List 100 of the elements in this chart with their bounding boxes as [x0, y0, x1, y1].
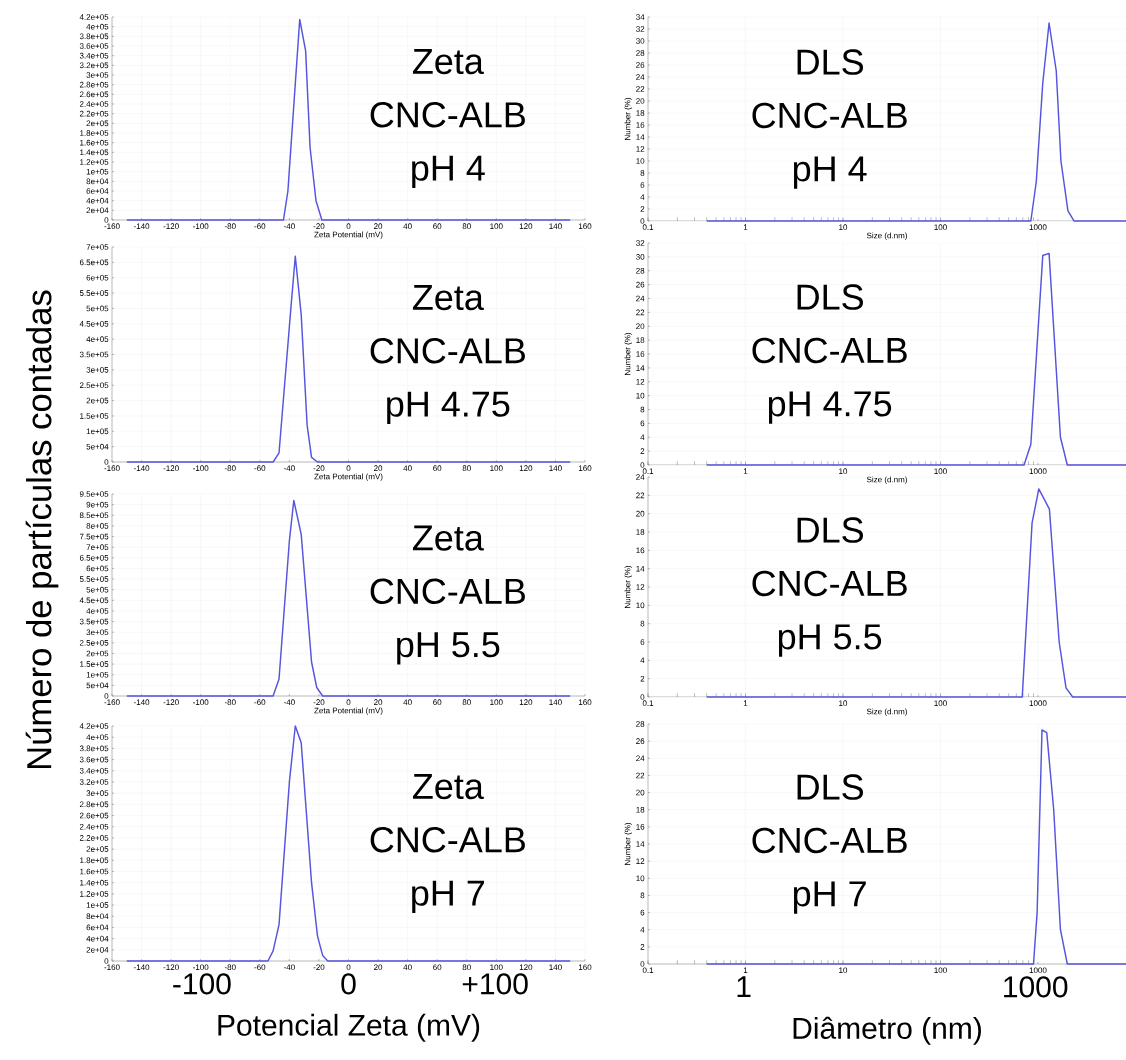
- x-tick-label: -80: [224, 964, 236, 971]
- y-tick-label: 6e+04: [86, 924, 109, 931]
- y-tick-label: 24: [636, 474, 645, 480]
- x-tick-label: -40: [283, 223, 295, 230]
- y-tick-label: 32: [636, 240, 645, 246]
- x-tick-label: 0: [346, 465, 351, 472]
- annotation: CNC-ALB: [752, 570, 907, 597]
- y-tick-label: 2.6e+05: [79, 91, 109, 98]
- y-tick-label: 4.5e+05: [79, 597, 109, 604]
- y-tick-label: 8: [640, 892, 645, 899]
- y-tick-label: 6e+05: [86, 274, 109, 281]
- annotation: Zeta: [412, 49, 484, 75]
- y-tick-label: 3.5e+05: [79, 351, 109, 358]
- annotation: DLS: [797, 517, 863, 543]
- y-tick-label: 5.5e+05: [79, 576, 109, 582]
- x-tick-label: 60: [433, 964, 442, 971]
- y-tick-label: 2: [640, 448, 645, 454]
- x-tick-label: 1: [743, 468, 748, 474]
- y-axis-title: Number (%): [624, 565, 632, 608]
- y-tick-label: 0: [104, 217, 109, 223]
- y-tick-label: 20: [636, 510, 645, 517]
- y-tick-label: 14: [636, 134, 645, 140]
- annotation: pH 4: [412, 155, 485, 188]
- y-tick-label: 1e+05: [86, 168, 109, 175]
- annotation: Zeta: [412, 285, 484, 311]
- x-tick-label: -60: [254, 699, 266, 706]
- y-tick-label: 6.5e+05: [79, 554, 109, 561]
- y-tick-label: 12: [636, 858, 645, 864]
- x-tick-label: -140: [133, 465, 150, 472]
- y-tick-label: 2e+04: [86, 207, 109, 214]
- annotation: CNC-ALB: [370, 578, 525, 605]
- x-tick-label: 0.1: [642, 700, 654, 707]
- y-tick-label: 4e+05: [86, 734, 109, 741]
- x-tick-label: 60: [433, 465, 442, 472]
- y-tick-label: 18: [636, 337, 645, 343]
- x-tick-label: 140: [549, 223, 562, 230]
- x-tick-label: 160: [578, 465, 592, 472]
- x-axis-title: Diâmetro (nm): [793, 1016, 981, 1045]
- x-tick-label: -120: [163, 699, 179, 706]
- annotation: pH 5.5: [397, 632, 500, 665]
- y-tick-label: 14: [636, 565, 645, 572]
- x-tick-label: 1: [743, 967, 748, 973]
- y-tick-label: 26: [636, 738, 645, 744]
- y-tick-label: 9.5e+05: [79, 491, 109, 497]
- x-tick-label: 140: [549, 964, 562, 971]
- y-tick-label: 3.8e+05: [79, 745, 109, 752]
- y-tick-label: 2.5e+05: [79, 640, 109, 646]
- y-tick-label: 1e+05: [86, 428, 109, 435]
- x-tick-label: -40: [283, 699, 295, 706]
- y-tick-label: 1e+05: [86, 671, 109, 678]
- y-tick-label: 3.8e+05: [79, 33, 109, 40]
- y-tick-label: 3.6e+05: [79, 756, 109, 763]
- y-tick-label: 6e+05: [86, 565, 109, 572]
- x-tick-label: -160: [104, 223, 120, 230]
- y-tick-label: 8: [640, 406, 645, 413]
- y-tick-label: 4: [640, 657, 645, 664]
- annotation: CNC-ALB: [370, 827, 525, 853]
- y-tick-label: 0: [104, 459, 109, 465]
- y-tick-label: 32: [636, 26, 645, 32]
- y-tick-label: 8: [640, 170, 645, 176]
- y-tick-label: 3.4e+05: [79, 52, 109, 59]
- y-tick-label: 6: [640, 420, 645, 427]
- x-tick-label: -160: [104, 964, 120, 971]
- y-tick-label: 4e+04: [86, 935, 109, 942]
- y-tick-label: 4.5e+05: [79, 320, 109, 327]
- x-tick-label: -40: [283, 964, 295, 971]
- y-tick-label: 28: [636, 267, 645, 274]
- y-tick-label: 10: [636, 392, 645, 399]
- y-tick-label: 4: [640, 434, 645, 441]
- x-tick-label: 100: [490, 699, 503, 706]
- y-tick-label: 24: [636, 74, 645, 80]
- x-tick-label: -80: [224, 699, 236, 706]
- annotation: Zeta: [412, 525, 484, 551]
- y-tick-label: 34: [636, 14, 645, 20]
- annotation: DLS: [797, 774, 863, 800]
- x-tick-label: 10: [839, 468, 848, 475]
- y-tick-label: 26: [636, 281, 645, 288]
- y-tick-label: 2.4e+05: [79, 823, 109, 830]
- y-tick-label: 1.2e+05: [80, 159, 109, 165]
- x-tick-label: 160: [578, 964, 592, 971]
- x-tick-label: 100: [934, 700, 947, 707]
- y-tick-label: 1.2e+05: [80, 891, 109, 897]
- y-tick-label: 3.2e+05: [79, 779, 109, 785]
- y-tick-label: 5e+04: [86, 443, 109, 450]
- x-tick-label: 120: [519, 465, 533, 472]
- y-tick-label: 3.5e+05: [79, 618, 109, 625]
- x-tick-label: 1: [743, 224, 748, 230]
- y-tick-label: 20: [636, 323, 645, 330]
- y-tick-label: 4e+04: [86, 197, 109, 204]
- x-axis-title: Potencial Zeta (mV): [218, 1013, 480, 1042]
- x-tick-label: -140: [133, 223, 150, 230]
- y-tick-label: 8e+05: [86, 523, 109, 529]
- x-tick-label: 40: [403, 964, 412, 971]
- x-tick-label: 0: [346, 699, 351, 706]
- line-series: [126, 725, 571, 962]
- y-tick-label: 1.5e+05: [80, 413, 109, 419]
- y-tick-label: 8: [640, 620, 645, 627]
- x-tick-label: -100: [193, 964, 209, 971]
- y-tick-label: 2.4e+05: [79, 101, 109, 107]
- x-tick-label: -120: [163, 223, 179, 230]
